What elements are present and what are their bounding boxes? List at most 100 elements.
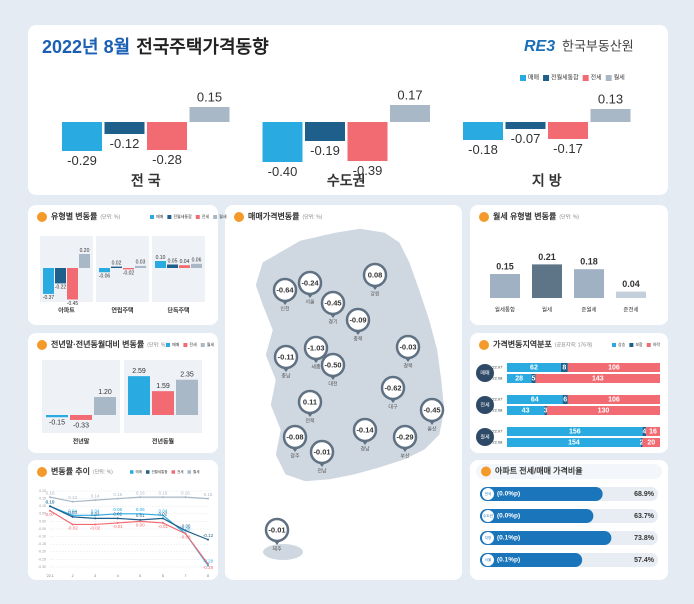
- segment: [646, 427, 660, 436]
- segment-label: 143: [592, 376, 604, 383]
- pin-value: 0.08: [368, 270, 383, 279]
- point: [184, 496, 187, 499]
- data-label: 0.13: [68, 495, 77, 500]
- bar: [147, 122, 187, 150]
- data-label: 0.21: [538, 252, 556, 262]
- data-label: -0.08: [180, 527, 191, 532]
- x-tick-label: 4: [117, 574, 119, 578]
- group-badge: [476, 428, 494, 446]
- bar: [616, 291, 646, 298]
- row-label: '22.07: [492, 429, 504, 434]
- segment: [507, 395, 563, 404]
- region-label: 경기: [328, 318, 337, 325]
- bar: [480, 509, 594, 523]
- icon: [479, 212, 489, 222]
- segment-label: 4: [642, 429, 646, 436]
- panel: [28, 460, 218, 580]
- pin-head: [352, 417, 378, 443]
- pin-value: -0.45: [423, 405, 440, 414]
- point: [71, 500, 74, 503]
- data-label: -0.33: [73, 422, 89, 429]
- segment: [642, 438, 660, 447]
- pin-value: -1.03: [307, 343, 324, 352]
- category-label: 전국: [485, 491, 492, 496]
- legend-label: 전세: [177, 469, 183, 474]
- point: [94, 523, 97, 526]
- pin-head: [345, 307, 371, 333]
- point: [207, 538, 209, 541]
- data-label: -0.29: [67, 153, 97, 168]
- group-background: [152, 236, 205, 302]
- x-tick-label: 5: [139, 574, 141, 578]
- data-label: 0.10: [46, 499, 55, 504]
- bar: [532, 264, 562, 298]
- pin-value: -0.11: [278, 352, 295, 361]
- bar: [135, 265, 146, 268]
- pin-value: 0.11: [303, 397, 317, 406]
- data-label: 0.10: [46, 499, 55, 504]
- segment-label: 8: [562, 365, 566, 372]
- data-label: 0.01: [136, 513, 145, 518]
- data-label: -0.07: [511, 131, 541, 146]
- data-label: 0.02: [113, 512, 122, 517]
- category-label: 전 국: [131, 173, 161, 189]
- bar: [191, 263, 202, 268]
- category-label: 서울: [485, 557, 492, 562]
- legend-swatch: [150, 215, 154, 219]
- data-label: 0.06: [192, 258, 202, 264]
- row-label: '22.08: [492, 440, 504, 445]
- row-label: '22.08: [492, 408, 504, 413]
- segment: [560, 363, 568, 372]
- point: [49, 505, 51, 508]
- y-tick-label: -0.25: [38, 557, 46, 561]
- panel-unit: (공표지역: 176개): [555, 341, 593, 348]
- data-label: -0.08: [180, 535, 191, 540]
- legend-label: 전월세통합: [551, 74, 579, 82]
- group-background: [42, 360, 120, 433]
- data-label: 0.04: [91, 509, 100, 514]
- data-label: 1.20: [98, 389, 112, 396]
- pin-head: [273, 344, 299, 370]
- bar: [480, 553, 583, 567]
- segment-label: 16: [649, 429, 657, 436]
- bar: [505, 122, 546, 129]
- pin-head: [395, 334, 421, 360]
- group-badge: [476, 364, 494, 382]
- change-label: (0.0%p): [497, 491, 520, 498]
- category-label: 지방: [485, 535, 492, 540]
- legend-label: 월세: [219, 213, 227, 219]
- pin-value: -0.03: [399, 342, 416, 351]
- icon: [481, 466, 491, 477]
- point: [116, 497, 119, 500]
- point: [161, 496, 164, 499]
- data-label: 0.17: [397, 87, 422, 102]
- data-label: 0.04: [180, 259, 190, 265]
- segment-label: 3: [544, 408, 548, 415]
- x-tick-label: '22.1: [46, 574, 54, 578]
- pin-value: -0.01: [268, 525, 285, 534]
- legend-swatch: [195, 215, 200, 219]
- data-label: -0.02: [123, 271, 135, 277]
- bar: [79, 254, 90, 268]
- bar: [62, 122, 102, 151]
- x-tick-label: 7: [184, 574, 186, 578]
- point: [94, 514, 97, 517]
- segment-label: 43: [522, 408, 530, 415]
- data-label: 68.9%: [634, 491, 655, 498]
- legend-label: 월세: [207, 341, 215, 347]
- panel-top: [28, 25, 668, 195]
- category-label: 월세: [542, 305, 552, 313]
- segment-label: 130: [598, 408, 610, 415]
- pin-value: -0.01: [313, 447, 330, 456]
- segment-label: 5: [532, 376, 536, 383]
- pin-head: [297, 389, 323, 415]
- pin-value: -0.09: [349, 315, 366, 324]
- line: [49, 505, 209, 541]
- category-label: 지 방: [532, 173, 562, 189]
- bar: [67, 268, 78, 300]
- data-label: 0.00: [136, 523, 145, 528]
- bar: [70, 415, 92, 420]
- region-label: 경남: [360, 445, 370, 452]
- row-label: '22.07: [492, 397, 504, 402]
- bar: [128, 376, 150, 415]
